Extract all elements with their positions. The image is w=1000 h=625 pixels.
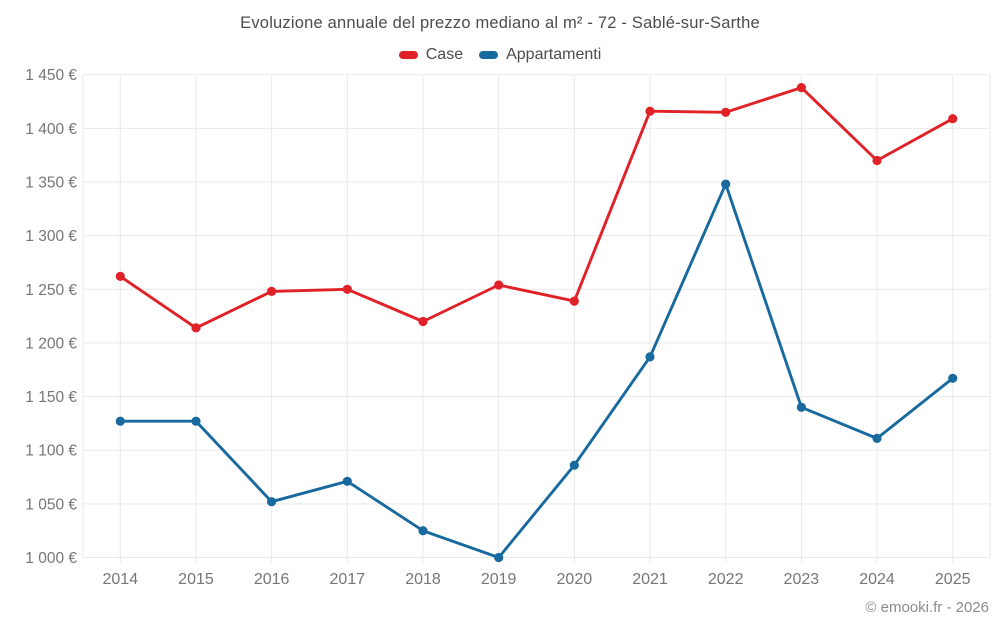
x-axis-tick-label: 2025 xyxy=(935,571,971,588)
data-point-appartamenti-2020[interactable] xyxy=(569,460,579,470)
appartamenti-series-swatch-icon xyxy=(479,51,499,59)
legend-label-appartamenti: Appartamenti xyxy=(506,46,602,63)
data-point-case-2025[interactable] xyxy=(948,114,958,124)
data-point-appartamenti-2022[interactable] xyxy=(721,179,731,189)
data-point-appartamenti-2014[interactable] xyxy=(115,416,125,426)
data-point-appartamenti-2023[interactable] xyxy=(796,402,807,412)
data-point-appartamenti-2017[interactable] xyxy=(342,476,352,486)
legend-item-case[interactable]: Case xyxy=(398,46,464,64)
legend-item-appartamenti[interactable]: Appartamenti xyxy=(479,46,601,64)
data-point-appartamenti-2025[interactable] xyxy=(948,373,958,383)
x-axis-tick-label: 2016 xyxy=(254,571,290,588)
data-point-appartamenti-2019[interactable] xyxy=(494,552,504,563)
data-point-case-2014[interactable] xyxy=(115,271,125,281)
legend-label-case: Case xyxy=(425,46,464,63)
series-line-appartamenti xyxy=(118,182,955,559)
case-series-swatch-icon xyxy=(398,51,418,59)
x-axis-tick-label: 2014 xyxy=(103,571,139,588)
y-axis-tick-label: 1 200 € xyxy=(25,335,77,352)
data-point-case-2016[interactable] xyxy=(267,286,277,296)
data-point-case-2019[interactable] xyxy=(494,280,504,290)
data-point-case-2024[interactable] xyxy=(872,155,882,166)
x-axis-tick-label: 2023 xyxy=(784,571,820,588)
y-axis-tick-label: 1 350 € xyxy=(25,174,77,191)
x-axis-tick-label: 2024 xyxy=(859,571,895,588)
y-axis-tick-label: 1 400 € xyxy=(25,121,77,138)
x-axis-tick-label: 2019 xyxy=(481,571,517,588)
data-point-appartamenti-2018[interactable] xyxy=(418,526,428,536)
data-point-case-2023[interactable] xyxy=(796,83,807,93)
chart-legend: Case Appartamenti xyxy=(0,46,1000,64)
chart-title: Evoluzione annuale del prezzo mediano al… xyxy=(240,14,760,32)
data-point-case-2020[interactable] xyxy=(569,296,579,306)
data-point-case-2017[interactable] xyxy=(342,284,352,294)
x-axis-tick-label: 2022 xyxy=(708,571,744,588)
x-axis-tick-label: 2015 xyxy=(178,571,214,588)
x-axis-tick-label: 2020 xyxy=(557,571,593,588)
y-axis-tick-label: 1 000 € xyxy=(25,550,77,567)
data-point-appartamenti-2015[interactable] xyxy=(191,416,201,426)
data-point-case-2022[interactable] xyxy=(721,107,731,117)
data-point-case-2018[interactable] xyxy=(418,316,428,327)
y-axis-tick-label: 1 150 € xyxy=(25,389,77,406)
data-point-case-2021[interactable] xyxy=(645,106,655,116)
series-line-case xyxy=(118,86,955,330)
y-axis-tick-label: 1 100 € xyxy=(25,443,77,460)
data-point-case-2015[interactable] xyxy=(191,323,201,333)
y-axis-tick-label: 1 250 € xyxy=(25,282,77,299)
y-axis-tick-label: 1 300 € xyxy=(25,228,77,245)
copyright-footer: © emooki.fr - 2026 xyxy=(865,599,989,616)
data-point-appartamenti-2024[interactable] xyxy=(872,433,882,443)
x-axis-tick-label: 2021 xyxy=(632,571,668,588)
y-axis-tick-label: 1 450 € xyxy=(25,67,77,84)
data-point-appartamenti-2016[interactable] xyxy=(267,497,277,507)
data-point-appartamenti-2021[interactable] xyxy=(645,352,655,362)
x-axis-tick-label: 2018 xyxy=(405,571,441,588)
y-axis-tick-label: 1 050 € xyxy=(25,496,77,513)
x-axis-tick-label: 2017 xyxy=(330,571,366,588)
